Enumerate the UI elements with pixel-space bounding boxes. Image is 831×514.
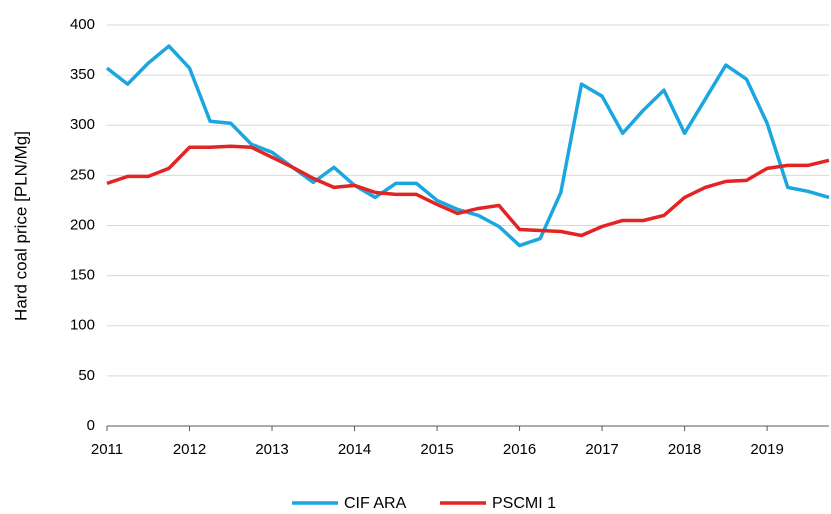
x-tick-label: 2017 [585,441,618,458]
y-tick-label: 50 [78,367,95,384]
x-tick-label: 2011 [91,441,123,458]
y-tick-label: 150 [70,267,95,284]
x-tick-label: 2013 [255,441,288,458]
y-tick-label: 250 [70,166,95,183]
y-tick-label: 300 [70,116,95,133]
y-axis-label: Hard coal price [PLN/Mg] [11,131,30,321]
y-tick-label: 350 [70,66,95,83]
series-line [106,144,830,238]
y-tick-label: 200 [70,216,95,233]
x-tick-label: 2019 [750,441,783,458]
legend-label: PSCMI 1 [492,495,556,512]
x-tick-label: 2015 [420,441,453,458]
y-tick-label: 400 [70,16,95,33]
x-tick-label: 2012 [173,441,206,458]
x-tick-label: 2016 [503,441,536,458]
y-tick-label: 100 [70,317,95,334]
x-tick-label: 2018 [668,441,701,458]
x-tick-label: 2014 [338,441,371,458]
legend-label: CIF ARA [344,495,407,512]
y-tick-label: 0 [87,417,95,434]
